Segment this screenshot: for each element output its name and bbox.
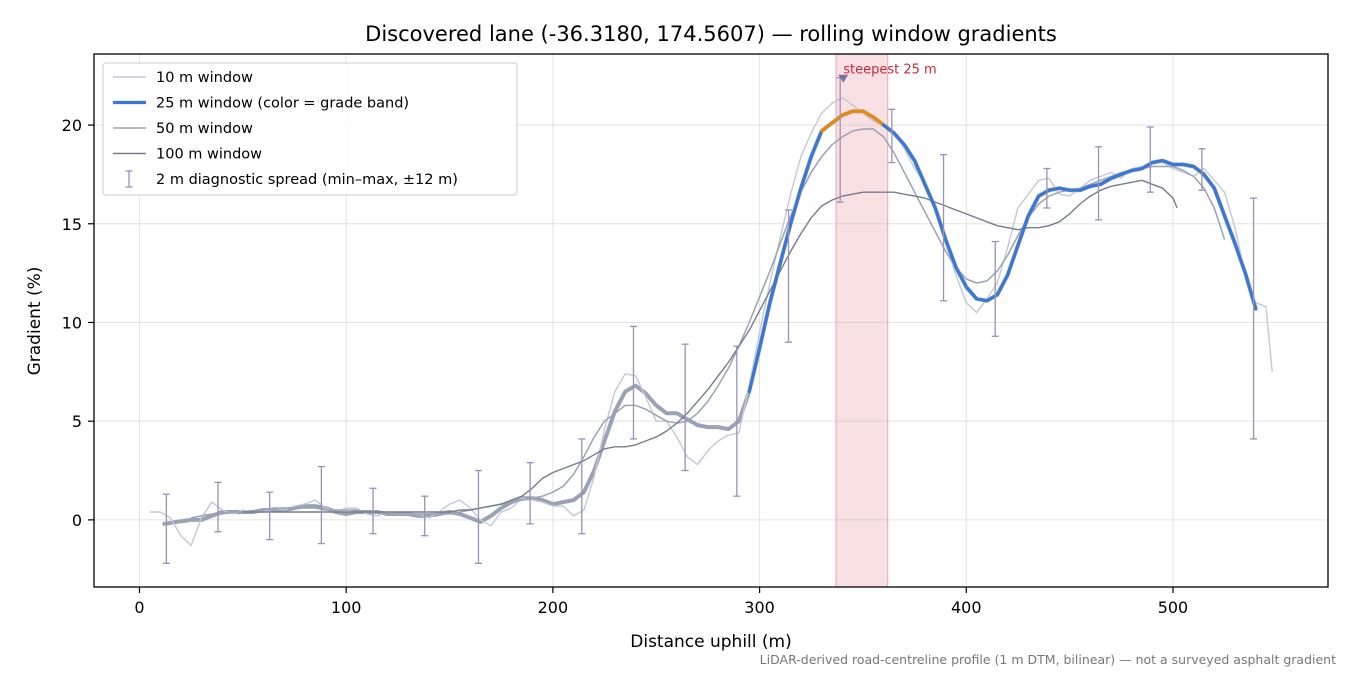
error-bar [162,493,170,564]
steepest-annotation: steepest 25 m [843,63,936,78]
legend-box [102,62,518,196]
error-bar [785,209,793,343]
chart-title: Discovered lane (-36.3180, 174.5607) — r… [365,22,1057,46]
steepest-band [835,53,889,588]
legend-label: 100 m window [156,147,262,163]
annotation: steepest 25 m [838,63,937,83]
y-tick-label: 20 [62,116,82,135]
error-bar [629,325,637,440]
legend-entry: 100 m window [113,147,262,163]
series-25m-segment [820,109,896,135]
error-bar [733,345,741,497]
legend-label: 50 m window [156,121,253,137]
legend-entry: 10 m window [113,70,253,86]
y-tick-label: 0 [72,511,82,530]
error-bar [266,491,274,541]
legend-entry: 2 m diagnostic spread (min–max, ±12 m) [125,170,458,188]
error-bar [369,487,377,535]
error-bar [888,108,896,164]
error-bar [1198,148,1206,191]
x-tick-label: 300 [744,598,775,617]
legend-entry: 25 m window (color = grade band) [113,96,409,112]
error-bar [940,154,948,302]
error-bar [317,465,325,545]
footnote: LiDAR-derived road-centreline profile (1… [760,652,1336,667]
y-axis-ticks: 0 5 10 15 20 [62,116,94,530]
x-tick-label: 200 [538,598,569,617]
error-bar [474,469,482,564]
legend-label: 2 m diagnostic spread (min–max, ±12 m) [156,172,458,188]
y-axis-label: Gradient (%) [25,267,45,376]
error-bar [421,495,429,537]
series-line [242,179,1178,513]
error-bar [578,438,586,535]
error-bar [681,343,689,472]
plot-area: steepest 25 m [93,53,1329,588]
y-tick-label: 15 [62,215,82,234]
error-bar [1095,146,1103,221]
series-25m-segment [747,121,834,394]
error-bar [526,461,534,525]
y-tick-label: 5 [72,412,82,431]
error-bar [1146,126,1154,193]
error-bar [214,481,222,533]
x-axis-ticks: 0 100 200 300 400 500 [134,587,1188,617]
legend-label: 10 m window [156,70,253,86]
legend: 10 m window 25 m window (color = grade ba… [102,62,518,196]
plot-frame [93,53,1329,588]
legend-label: 25 m window (color = grade band) [156,96,409,112]
error-bars [162,77,1258,564]
x-tick-label: 0 [134,598,144,617]
y-tick-label: 10 [62,313,82,332]
error-bar [991,240,999,337]
error-bar [1043,167,1051,209]
steepest-marker-icon [838,74,849,83]
error-bar [1250,197,1258,440]
x-tick-label: 400 [951,598,982,617]
series-25m-segment [882,123,1258,311]
x-axis-label: Distance uphill (m) [630,632,791,652]
legend-entry: 50 m window [113,121,253,137]
x-tick-label: 100 [331,598,362,617]
series-layer [149,96,1273,547]
x-tick-label: 500 [1158,598,1189,617]
